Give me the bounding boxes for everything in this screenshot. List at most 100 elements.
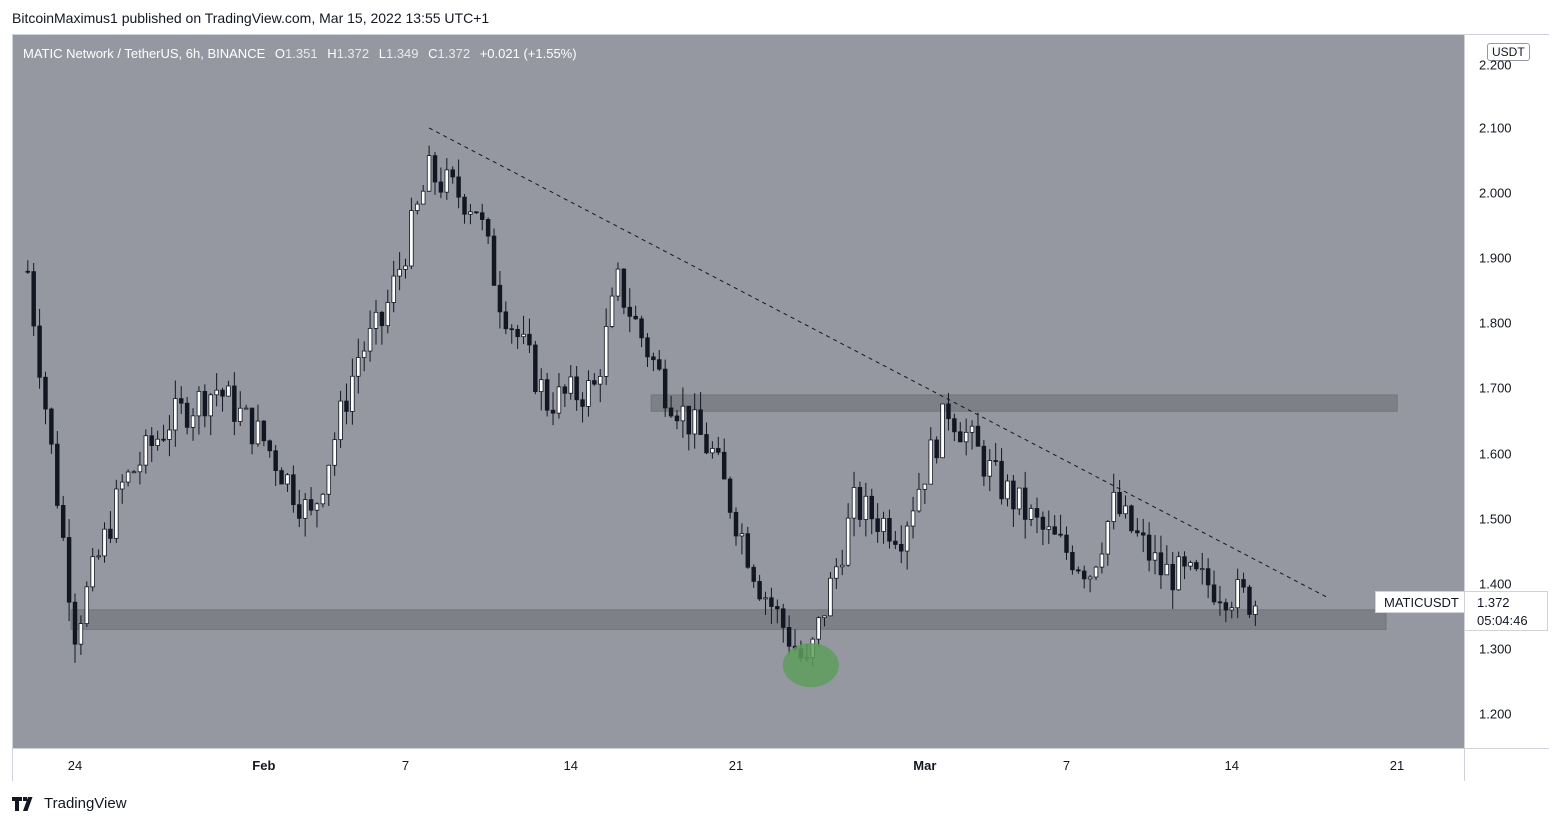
bear-candle <box>899 544 904 552</box>
bear-candle <box>1182 556 1187 567</box>
bear-candle <box>544 379 550 411</box>
bull-candle <box>586 380 591 407</box>
bear-candle <box>686 405 692 435</box>
bear-candle <box>698 409 703 435</box>
bear-candle <box>727 478 733 513</box>
bear-candle <box>1076 569 1081 572</box>
bull-candle <box>1105 521 1111 555</box>
bull-candle <box>90 556 95 588</box>
bear-candle <box>25 270 31 273</box>
price-tick: 1.400 <box>1479 576 1512 592</box>
bear-candle <box>1129 505 1134 532</box>
publisher-credit: BitcoinMaximus1 published on TradingView… <box>12 10 490 26</box>
bull-candle <box>415 203 420 211</box>
time-axis[interactable]: 24 Feb 7 14 21 Mar 7 14 21 <box>13 748 1464 781</box>
time-tick: Mar <box>913 758 937 773</box>
bull-candle <box>928 439 933 485</box>
legend-low-label: L <box>378 46 386 61</box>
chart-frame: MATIC Network / TetherUS, 6h, BINANCE O1… <box>12 34 1549 781</box>
bull-candle <box>468 211 473 215</box>
bull-candle <box>940 403 945 459</box>
bull-candle <box>863 495 869 520</box>
bear-candle <box>674 415 680 422</box>
bull-candle <box>444 169 450 193</box>
bull-candle <box>338 400 343 441</box>
bear-candle <box>55 443 60 506</box>
bear-candle <box>1140 532 1146 536</box>
descending-trendline <box>428 127 1327 598</box>
bear-candle <box>651 356 656 361</box>
bear-candle <box>550 409 556 414</box>
bear-candle <box>1205 568 1211 586</box>
bull-candle <box>238 407 243 422</box>
bear-candle <box>267 440 272 452</box>
bull-candle <box>350 375 355 412</box>
bear-candle <box>946 403 951 420</box>
bear-candle <box>509 328 514 331</box>
symbol-price-label: MATICUSDT <box>1375 591 1468 613</box>
bear-candle <box>1064 534 1069 553</box>
bull-candle <box>568 376 573 394</box>
bull-candle <box>822 615 827 619</box>
bull-candle <box>1087 576 1093 580</box>
bear-candle <box>633 315 638 320</box>
bull-candle <box>840 564 845 568</box>
bull-candle <box>680 405 686 422</box>
bear-candle <box>958 431 963 443</box>
price-tick: 1.900 <box>1479 250 1512 266</box>
bull-candle <box>114 488 119 539</box>
bear-candle <box>1052 526 1057 535</box>
bear-candle <box>220 389 225 397</box>
bear-candle <box>887 517 892 542</box>
bull-candle <box>1111 491 1116 522</box>
tradingview-logo[interactable]: TradingView <box>12 795 127 812</box>
bear-candle <box>668 407 674 417</box>
bear-candle <box>479 212 485 220</box>
bull-candle <box>243 407 249 410</box>
bear-candle <box>1194 562 1199 570</box>
price-tick: 1.600 <box>1479 446 1512 462</box>
price-axis[interactable]: USDT 2.200 2.100 2.000 1.900 1.800 1.700 1.600… <box>1464 35 1549 748</box>
bear-candle <box>580 399 585 407</box>
bull-candle <box>190 415 196 428</box>
bear-candle <box>491 235 497 286</box>
bull-candle <box>1229 607 1234 611</box>
bear-candle <box>1170 563 1175 591</box>
bull-candle <box>1028 508 1034 520</box>
bear-candle <box>639 318 644 339</box>
bull-candle <box>910 510 916 527</box>
bear-candle <box>249 407 255 445</box>
bull-candle <box>314 503 320 511</box>
bear-candle <box>450 169 455 178</box>
bull-candle <box>1017 487 1022 510</box>
currency-button[interactable]: USDT <box>1487 43 1530 61</box>
bear-candle <box>721 451 727 480</box>
plot-area[interactable]: MATIC Network / TetherUS, 6h, BINANCE O1… <box>13 35 1464 748</box>
bull-candle <box>420 190 426 205</box>
bull-candle <box>845 517 851 566</box>
bull-candle <box>922 483 928 490</box>
bull-candle <box>916 488 922 512</box>
time-tick: 21 <box>728 758 744 773</box>
time-tick: 24 <box>67 758 83 773</box>
bear-candle <box>261 420 267 442</box>
bear-candle <box>43 376 48 410</box>
bear-candle <box>456 176 461 198</box>
legend-low: 1.349 <box>385 46 419 61</box>
bull-candle <box>692 409 697 435</box>
bull-candle <box>828 577 833 617</box>
candlestick-chart <box>25 127 1398 688</box>
bull-candle <box>96 555 101 558</box>
bear-candle <box>621 268 627 308</box>
bear-candle <box>474 211 479 214</box>
bear-candle <box>161 438 166 441</box>
bull-candle <box>904 525 910 552</box>
bull-candle <box>851 487 857 519</box>
bear-candle <box>757 581 762 600</box>
bull-candle <box>1152 552 1158 561</box>
bear-candle <box>645 337 650 358</box>
bear-candle <box>999 460 1004 500</box>
bull-candle <box>1176 556 1181 591</box>
bull-candle <box>255 420 261 445</box>
time-tick: 7 <box>1062 758 1071 773</box>
